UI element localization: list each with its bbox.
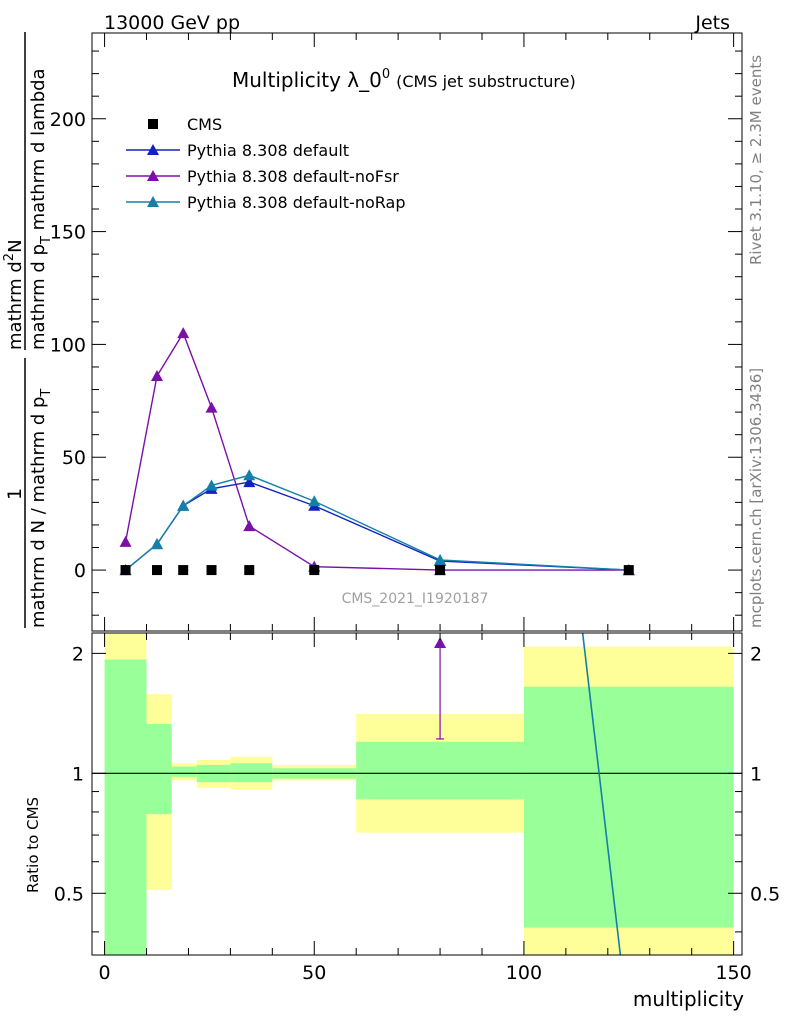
- ytick-main-label: 100: [50, 334, 86, 356]
- ratio-series-line: [581, 632, 622, 956]
- mcplots-label: mcplots.cern.ch [arXiv:1306.3436]: [747, 368, 765, 628]
- series-point: [434, 553, 447, 565]
- cms-point: [178, 565, 189, 576]
- series-point: [205, 479, 218, 491]
- main-series: [119, 327, 635, 576]
- xlabel: multiplicity: [633, 987, 744, 1011]
- ratio-point: [434, 637, 447, 648]
- main-frame: [91, 32, 743, 632]
- ratio-band-green: [356, 741, 524, 800]
- ratio-band-green: [230, 763, 273, 783]
- legend-entry: Pythia 8.308 default: [126, 141, 349, 160]
- series-point: [308, 495, 321, 507]
- legend-label: CMS: [187, 115, 222, 134]
- series-point: [151, 370, 163, 382]
- series-point: [177, 327, 190, 339]
- cms-points: [120, 565, 634, 576]
- rivet-label: Rivet 3.1.10, ≥ 2.3M events: [747, 55, 765, 265]
- ytick-main-label: 50: [62, 447, 86, 469]
- xtick-label: 0: [99, 962, 111, 984]
- ylabel-top-num2: mathrm d2N: [2, 239, 26, 350]
- ratio-series: [434, 632, 622, 956]
- ytick-ratio-label-right: 0.5: [750, 883, 780, 905]
- chart-title: Multiplicity λ_00 (CMS jet substructure): [232, 67, 576, 92]
- cms-point: [152, 565, 162, 576]
- legend: CMS Pythia 8.308 default Pythia 8.308 defa…: [126, 115, 405, 212]
- ylabel-top-den: mathrm d N / mathrm d pT: [28, 389, 54, 628]
- legend-entry: Pythia 8.308 default-noRap: [126, 193, 405, 212]
- ytick-ratio-label: 0.5: [54, 883, 84, 905]
- series-point: [177, 499, 190, 511]
- ylabel-top-num: 1: [4, 488, 26, 500]
- cms-point: [623, 565, 634, 576]
- legend-entry: Pythia 8.308 default-noFsr: [126, 167, 399, 186]
- series-line: [124, 331, 629, 571]
- legend-label: Pythia 8.308 default: [187, 141, 349, 160]
- cms-point: [120, 565, 131, 576]
- ytick-ratio-label-right: 2: [750, 643, 762, 665]
- main-ticks: 0 50 100 150 200: [50, 33, 742, 631]
- legend-label: Pythia 8.308 default-noRap: [187, 193, 405, 212]
- ylabel-top-den2: mathrm d pT mathrm d lambda: [28, 68, 54, 350]
- series-point: [243, 520, 256, 532]
- ratio-band-green: [104, 659, 147, 955]
- legend-entry: CMS: [148, 115, 222, 134]
- ratio-frame: [91, 632, 743, 956]
- ratio-ticks: 0.5 0.5 1 1 2 2: [54, 643, 780, 933]
- ratio-band-green: [523, 686, 734, 928]
- legend-label: Pythia 8.308 default-noFsr: [187, 167, 399, 186]
- x-ticks: 0 50 100 150: [99, 633, 752, 984]
- watermark: CMS_2021_I1920187: [342, 591, 489, 607]
- ratio-bands: [104, 633, 734, 955]
- ratio-band-green: [171, 766, 197, 777]
- legend-triangle-icon: [147, 170, 159, 181]
- series-line: [125, 474, 629, 571]
- cms-point: [244, 565, 255, 576]
- series-point: [119, 535, 132, 547]
- header-right: Jets: [694, 12, 730, 34]
- legend-triangle-icon: [147, 144, 159, 155]
- ytick-ratio-label-right: 1: [750, 763, 762, 785]
- ytick-main-label: 150: [50, 222, 86, 244]
- xtick-label: 100: [506, 962, 542, 984]
- cms-point: [206, 565, 217, 576]
- series-line: [125, 481, 629, 571]
- series-point: [243, 469, 256, 481]
- ytick-ratio-label: 2: [72, 643, 84, 665]
- cms-point: [309, 565, 320, 576]
- series-point: [205, 401, 218, 413]
- series-point: [151, 538, 163, 550]
- legend-square-icon: [148, 119, 158, 129]
- xtick-label: 150: [715, 962, 751, 984]
- legend-triangle-icon: [147, 196, 159, 207]
- ylabel-main: 1 mathrm d N / mathrm d pT mathrm d2N ma…: [2, 32, 54, 628]
- cms-point: [435, 565, 446, 576]
- ratio-band-green: [146, 723, 172, 815]
- ylabel-ratio: Ratio to CMS: [24, 797, 42, 893]
- header-left: 13000 GeV pp: [104, 12, 240, 34]
- ytick-main-label: 0: [74, 560, 86, 582]
- series-point: [243, 476, 256, 488]
- ytick-ratio-label: 1: [72, 763, 84, 785]
- main-plot: 0 50 100 150 200 Multiplicity λ_00 (CMS jet s…: [50, 32, 743, 632]
- ytick-main-label: 200: [50, 109, 86, 131]
- xtick-label: 50: [302, 962, 326, 984]
- ratio-plot: 0.5 0.5 1 1 2 2 0 50 100 150: [54, 632, 780, 984]
